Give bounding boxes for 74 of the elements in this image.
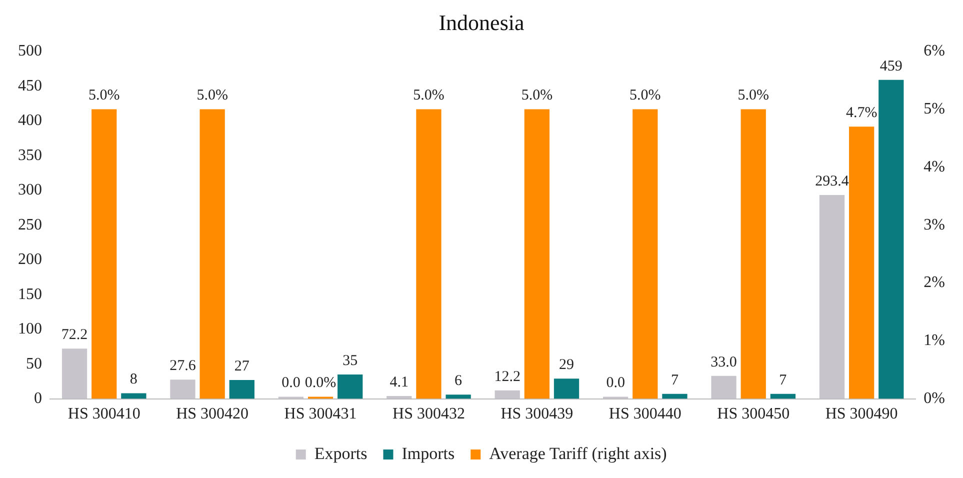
data-label: 0.0 — [282, 375, 300, 392]
x-tick-label: HS 300450 — [717, 406, 790, 423]
bar — [524, 109, 550, 399]
legend-label: Average Tariff (right axis) — [489, 444, 667, 463]
bar — [554, 378, 580, 399]
data-label: 33.0 — [710, 354, 737, 370]
legend-label: Exports — [314, 444, 368, 463]
legend-label: Imports — [402, 444, 455, 463]
data-label: 35 — [342, 352, 358, 369]
bar — [446, 394, 471, 399]
x-tick-label: HS 300440 — [608, 406, 682, 423]
y-tick-label: 500 — [18, 42, 42, 60]
bar — [170, 380, 196, 399]
y2-tick-label: 2% — [924, 274, 945, 292]
chart-title: Indonesia — [438, 10, 524, 35]
y-tick-label: 150 — [18, 286, 42, 303]
data-label: 7 — [670, 372, 679, 388]
data-label: 7 — [779, 372, 788, 388]
bar — [770, 394, 796, 399]
bar — [494, 390, 520, 399]
x-tick-label: HS 300432 — [392, 406, 465, 423]
bar — [121, 393, 146, 399]
data-label: 5.0% — [413, 88, 444, 104]
y-tick-label: 300 — [18, 182, 42, 199]
bar — [416, 109, 442, 399]
y-tick-label: 200 — [18, 251, 42, 268]
data-label: 459 — [880, 58, 902, 74]
data-label: 0.0% — [304, 375, 336, 392]
x-tick-label: HS 300431 — [284, 406, 357, 423]
data-label: 4.1 — [390, 374, 409, 390]
bar — [200, 109, 225, 399]
x-tick-label: HS 300439 — [500, 406, 574, 423]
y-tick-label: 100 — [18, 320, 42, 338]
y2-tick-label: 0% — [924, 390, 945, 408]
data-label: 5.0% — [196, 88, 228, 104]
data-label: 5.0% — [738, 88, 769, 104]
y-tick-label: 450 — [18, 77, 42, 94]
y2-tick-label: 1% — [924, 332, 945, 350]
y-tick-label: 0 — [34, 390, 42, 408]
data-label: 27.6 — [170, 358, 196, 374]
bar — [92, 109, 117, 399]
data-label: 5.0% — [88, 88, 120, 104]
y-tick-label: 50 — [26, 355, 42, 372]
y-tick-label: 400 — [18, 112, 42, 130]
bar — [848, 126, 874, 399]
y2-tick-label: 3% — [924, 216, 945, 234]
data-label: 12.2 — [494, 368, 520, 385]
y2-tick-label: 5% — [924, 100, 945, 118]
data-label: 8 — [130, 372, 138, 388]
bar — [819, 194, 845, 399]
x-tick-label: HS 300410 — [68, 406, 140, 423]
y-tick-label: 350 — [18, 146, 42, 164]
data-label: 4.7% — [846, 105, 878, 122]
x-tick-label: HS 300420 — [176, 406, 249, 423]
data-label: 5.0% — [521, 88, 553, 104]
data-label: 0.0 — [606, 375, 625, 392]
y-tick-label: 250 — [18, 216, 42, 234]
bar — [62, 348, 88, 399]
bar — [878, 80, 904, 399]
data-label: 293.4 — [815, 173, 850, 190]
data-label: 29 — [559, 357, 574, 374]
bar — [632, 109, 658, 399]
bar — [711, 376, 736, 399]
bar — [229, 380, 254, 399]
x-tick-label: HS 300490 — [825, 406, 898, 423]
bar — [662, 394, 688, 399]
data-label: 6 — [454, 373, 463, 390]
y2-tick-label: 4% — [924, 158, 945, 176]
y2-tick-label: 6% — [924, 42, 945, 60]
data-label: 27 — [234, 358, 250, 374]
data-label: 72.2 — [61, 327, 88, 344]
data-label: 5.0% — [630, 88, 661, 104]
bar — [338, 374, 363, 399]
bar — [740, 109, 766, 399]
